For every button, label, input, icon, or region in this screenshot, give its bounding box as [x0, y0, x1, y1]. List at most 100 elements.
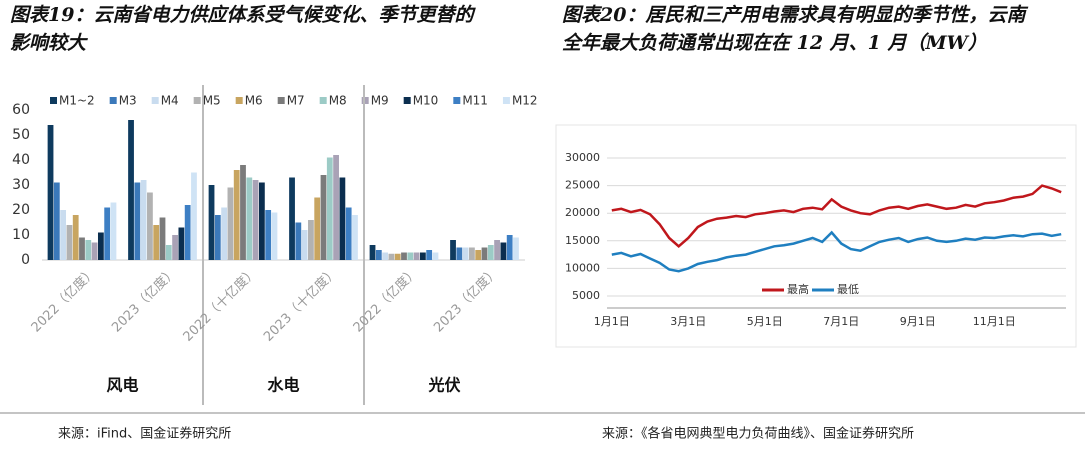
bar [271, 212, 278, 260]
legend-label: M9 [371, 94, 389, 108]
legend-swatch [361, 97, 369, 104]
bar [147, 192, 153, 260]
legend-swatch [50, 97, 57, 104]
legend-label: M11 [462, 94, 488, 108]
legend-swatch [453, 97, 461, 104]
bar [326, 157, 333, 260]
bar [295, 222, 302, 260]
bar [375, 250, 382, 260]
bar [413, 252, 420, 260]
legend-label: 最低 [837, 283, 859, 296]
y-tick-label: 20 [12, 202, 30, 218]
bar [407, 252, 414, 260]
chart-title: 图表20：居民和三产用电需求具有明显的季节性，云南 [562, 4, 1028, 26]
bar [456, 247, 463, 260]
legend-swatch [319, 97, 327, 104]
bar [369, 245, 376, 260]
bar [191, 172, 197, 260]
bar [66, 225, 73, 260]
legend-label: M7 [287, 94, 305, 108]
legend-swatch [277, 97, 285, 104]
bar [494, 240, 500, 260]
bar [289, 177, 295, 260]
x-tick-label: 3月1日 [670, 315, 706, 328]
legend-swatch [109, 97, 117, 104]
bar [97, 232, 104, 260]
bar [487, 245, 494, 260]
y-tick-label: 15000 [565, 234, 600, 247]
bar [47, 125, 54, 260]
bar [159, 217, 166, 260]
bar [333, 155, 339, 260]
bar [252, 180, 259, 260]
bar [320, 175, 327, 260]
chart-title: 图表19：云南省电力供应体系受气候变化、季节更替的 [10, 4, 476, 26]
y-tick-label: 60 [12, 102, 30, 118]
bar [72, 215, 79, 260]
bar [432, 252, 439, 260]
legend-swatch [235, 97, 243, 104]
y-tick-label: 30 [12, 177, 30, 193]
bar [426, 250, 433, 260]
bar [301, 230, 308, 260]
bar [110, 202, 117, 260]
x-tick-label: 2022（十亿度） [180, 264, 261, 345]
legend-swatch [151, 97, 159, 104]
legend-swatch [403, 97, 411, 104]
group-label: 光伏 [427, 376, 460, 395]
bar [172, 235, 178, 260]
bar [221, 207, 228, 260]
x-tick-label: 2023（亿度） [109, 264, 180, 335]
bar [419, 252, 426, 260]
y-tick-label: 5000 [572, 289, 600, 302]
bar [308, 220, 314, 260]
legend-label: M4 [161, 94, 179, 108]
bar [178, 227, 185, 260]
legend-swatch [193, 97, 201, 104]
chart-frame [555, 124, 1077, 348]
legend-label: M10 [413, 94, 439, 108]
bar [314, 197, 321, 260]
bar [85, 240, 92, 260]
bar [345, 207, 352, 260]
bar [140, 180, 147, 260]
bar [240, 165, 246, 260]
x-tick-label: 1月1日 [594, 315, 630, 328]
x-tick-label: 7月1日 [823, 315, 859, 328]
legend-label: M6 [245, 94, 263, 108]
bar [388, 253, 395, 260]
bar [91, 242, 98, 260]
x-tick-label: 9月1日 [900, 315, 936, 328]
bar [450, 240, 456, 260]
bar [339, 177, 346, 260]
source: 来源：iFind、国金证券研究所 [58, 426, 231, 442]
source: 来源：《各省电网典型电力负荷曲线》、国金证券研究所 [602, 426, 914, 442]
y-tick-label: 20000 [565, 206, 600, 219]
bar [265, 210, 272, 260]
group-label: 风电 [106, 376, 138, 395]
y-tick-label: 0 [21, 252, 30, 268]
y-tick-label: 10000 [565, 261, 600, 274]
bar [462, 247, 469, 260]
x-tick-label: 5月1日 [747, 315, 783, 328]
bar [227, 187, 234, 260]
bar [128, 120, 134, 260]
x-tick-label: 2022（亿度） [28, 264, 99, 335]
y-tick-label: 50 [12, 127, 30, 143]
y-tick-label: 30000 [565, 151, 600, 164]
line [611, 184, 1062, 248]
x-tick-label: 11月1日 [973, 315, 1016, 328]
bar [394, 253, 401, 260]
group-label: 水电 [267, 376, 299, 395]
bar [506, 235, 513, 260]
legend-label: M8 [329, 94, 347, 108]
chart-title: 影响较大 [10, 32, 88, 54]
bar [469, 247, 475, 260]
bar [153, 225, 160, 260]
bar [481, 247, 488, 260]
bar [214, 215, 221, 260]
y-tick-label: 40 [12, 152, 30, 168]
bar [258, 182, 265, 260]
legend-swatch [502, 97, 510, 104]
